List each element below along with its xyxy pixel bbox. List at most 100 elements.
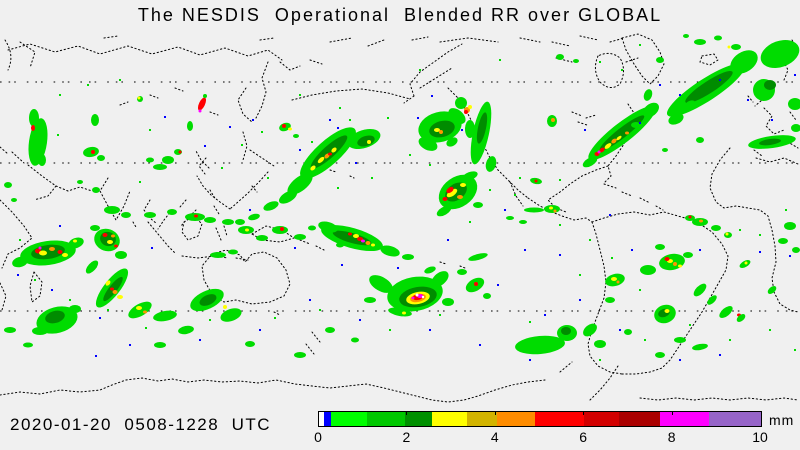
rain-dot <box>51 289 53 291</box>
rain-dot <box>461 129 463 131</box>
precipitation-cell <box>784 222 796 230</box>
precipitation-cell <box>62 253 68 257</box>
colorbar-segment <box>323 412 331 426</box>
precipitation-cell <box>604 143 612 149</box>
precipitation-cell <box>446 137 458 147</box>
precipitation-cell <box>673 262 677 266</box>
rain-dot <box>584 129 586 131</box>
precipitation-cell <box>455 97 467 109</box>
precipitation-cell <box>115 251 127 259</box>
precipitation-cell <box>767 286 777 294</box>
rain-dot <box>529 321 531 323</box>
rain-dot <box>559 254 561 256</box>
precipitation-cell <box>599 115 645 151</box>
coastline-segment <box>209 189 220 215</box>
precipitation-cell <box>692 343 708 351</box>
precipitation-cell <box>643 89 653 101</box>
precipitation-cell <box>582 156 598 168</box>
precipitation-cell <box>731 44 741 50</box>
rain-dot <box>759 234 761 236</box>
precipitation-cell <box>662 148 668 152</box>
precipitation-cell <box>11 198 17 202</box>
precipitation-cell <box>114 244 118 248</box>
rain-dot <box>469 221 471 223</box>
precipitation-cell <box>351 337 359 343</box>
precipitation-cell <box>684 100 696 110</box>
rain-dot <box>659 84 661 86</box>
colorbar-segment <box>709 412 761 426</box>
rain-dot <box>252 119 254 121</box>
precipitation-cell <box>162 156 174 164</box>
precipitation-cell <box>674 337 686 343</box>
timestamp: 2020-01-20 0508-1228 UTC <box>10 415 272 434</box>
rain-dot <box>95 355 97 357</box>
coastline-segment <box>119 87 219 116</box>
rain-dot <box>259 329 261 331</box>
precipitation-cell <box>534 179 538 183</box>
precipitation-cell <box>77 180 83 184</box>
colorbar-segment <box>497 412 536 426</box>
colorbar-tick-label: 6 <box>579 429 588 445</box>
rain-dot <box>267 177 269 179</box>
precipitation-cell <box>788 98 800 110</box>
rain-dot <box>389 329 391 331</box>
light-rain-dots <box>17 44 796 361</box>
precipitation-cell <box>194 214 198 218</box>
precipitation-cell <box>556 54 564 60</box>
coastline-segment <box>621 223 729 375</box>
precipitation-cell <box>328 152 332 156</box>
rain-dot <box>69 299 71 301</box>
precipitation-cell <box>287 173 313 195</box>
precipitation-cell <box>519 220 527 224</box>
precipitation-cell <box>515 335 565 355</box>
precipitation-cell <box>220 308 242 322</box>
rain-dot <box>199 339 201 341</box>
precipitation-cell <box>424 266 436 274</box>
rain-dot <box>559 179 561 181</box>
coastline-segment <box>201 249 291 316</box>
precipitation-cell <box>235 219 245 225</box>
precipitation-cell <box>431 271 449 287</box>
precipitation-cell <box>442 197 448 201</box>
precipitation-cell <box>476 112 488 144</box>
colorbar-tick <box>583 411 585 415</box>
precipitation-cell <box>32 327 48 335</box>
rain-dot <box>789 255 791 257</box>
precipitation-cell <box>439 130 443 134</box>
rain-dot <box>119 79 121 81</box>
precipitation-cell <box>282 124 286 128</box>
colorbar-tick <box>494 411 496 415</box>
rain-dot <box>529 359 531 361</box>
rain-dot <box>409 154 411 156</box>
rain-dot <box>17 274 19 276</box>
precipitation-cell <box>693 283 707 297</box>
coastline-segment <box>571 111 597 126</box>
coastline-segment <box>439 37 541 43</box>
colorbar-segment <box>535 412 584 426</box>
rain-dot <box>599 359 601 361</box>
precipitation-cell <box>434 128 440 132</box>
rain-dot <box>417 117 419 119</box>
precipitation-cell <box>146 157 154 163</box>
coastline-segment <box>0 377 546 403</box>
precipitation-cell <box>485 156 497 172</box>
precipitation-cell <box>228 249 238 255</box>
rain-dot <box>719 79 721 81</box>
coastline-segment <box>699 53 719 66</box>
rain-dot <box>129 344 131 346</box>
precipitation-cell <box>144 212 156 218</box>
coastline-segment <box>621 33 665 85</box>
rain-dot <box>639 122 641 124</box>
coastline-segment <box>603 183 664 211</box>
rain-dot <box>679 359 681 361</box>
precipitation-cell <box>49 247 55 251</box>
precipitation-cell <box>415 293 419 297</box>
precipitation-cell <box>197 97 207 111</box>
rain-dot <box>359 319 361 321</box>
rain-dot <box>349 119 351 121</box>
precipitation-cell <box>707 295 717 305</box>
rain-dot <box>299 149 301 151</box>
precipitation-cell <box>199 294 217 306</box>
precipitation-cell <box>4 182 12 188</box>
unit-label: mm <box>769 412 795 428</box>
